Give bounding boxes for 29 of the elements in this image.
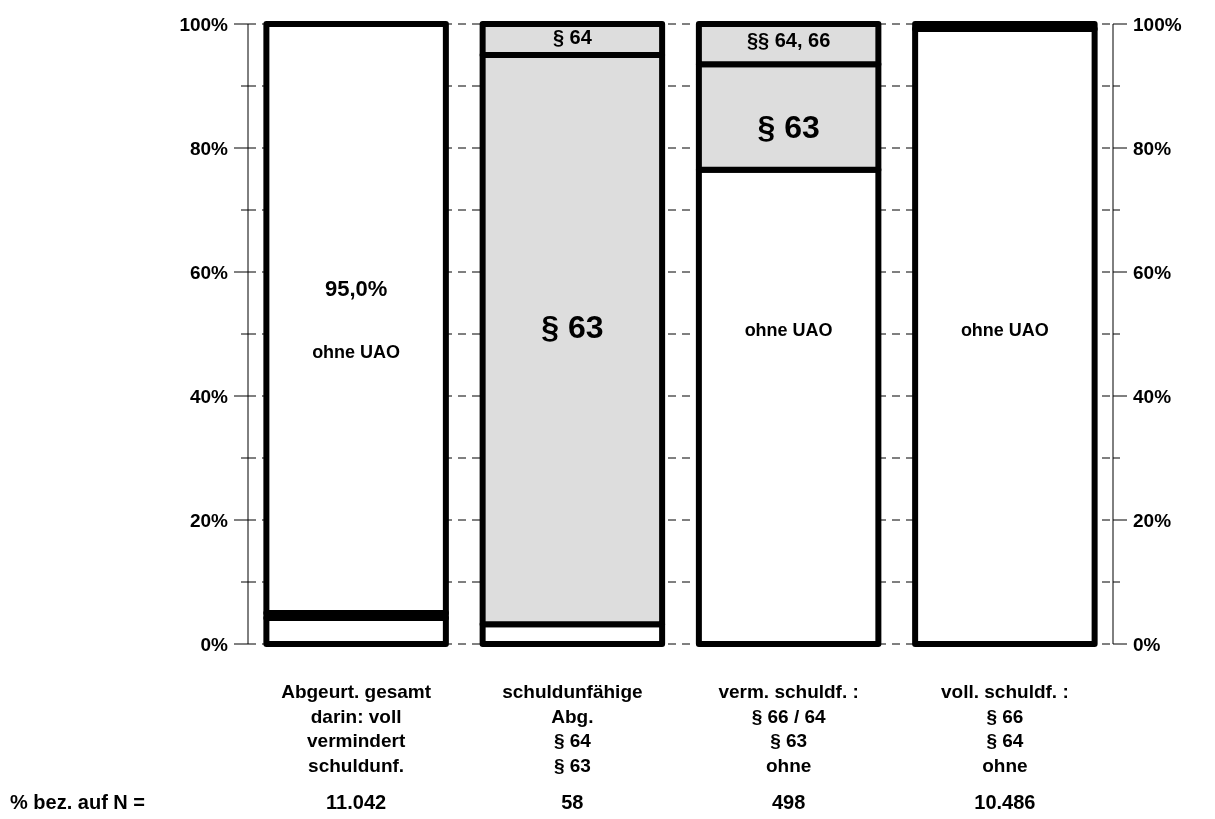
annotation: § 64 [552,26,593,48]
text: 498 [771,791,806,813]
y2-tick-label: 20% [1133,509,1172,531]
text: 11.042 [326,791,387,813]
y-tick-label: 60% [189,261,229,283]
annotation: ohne UAO [744,320,833,341]
data-label: 95,0% [324,276,388,302]
y-tick-label: 80% [189,137,229,159]
annotation: ohne UAO [312,342,401,363]
x-tick-label: voll. schuldf. : § 66 § 64 ohne [941,681,1069,776]
y2-tick-label: 40% [1133,385,1172,407]
y-tick-label: 20% [189,509,229,531]
y2-tick-label: 80% [1133,137,1172,159]
annotation: ohne UAO [960,320,1049,341]
annotation: § 63 [757,109,820,146]
text: 58 [561,791,584,813]
annotation: § 63 [541,309,604,346]
x-tick-label: verm. schuldf. : § 66 / 64 § 63 ohne [718,681,859,776]
y2-tick-label: 0% [1133,633,1161,655]
y-tick-label: 40% [189,385,229,407]
annotation: §§ 64, 66 [746,29,831,51]
x-tick-label: schuldunfähige Abg. § 64 § 63 [502,681,643,776]
y2-tick-label: 60% [1133,261,1172,283]
text: 10.486 [974,791,1036,813]
y2-tick-label: 100% [1133,13,1182,35]
x-tick-label: Abgeurt. gesamt darin: voll vermindert schuldunf. [281,681,432,776]
y-tick-label: 100% [179,13,229,35]
text: % bez. auf N = [10,791,146,813]
y-tick-label: 0% [200,633,229,655]
